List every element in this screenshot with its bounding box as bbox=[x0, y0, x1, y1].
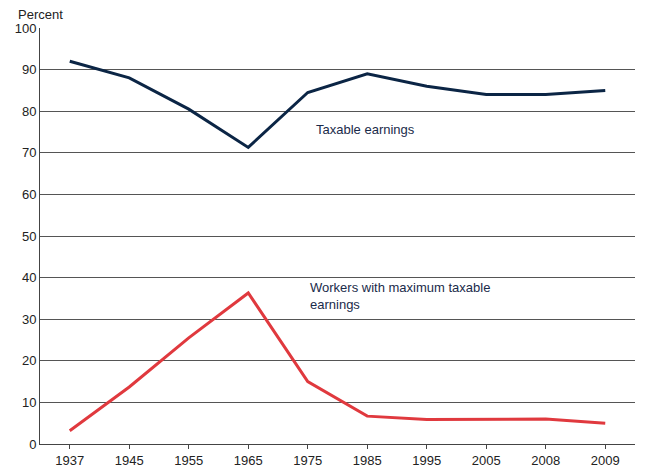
svg-text:10: 10 bbox=[22, 395, 36, 410]
svg-text:1975: 1975 bbox=[293, 453, 322, 468]
svg-text:1995: 1995 bbox=[412, 453, 441, 468]
svg-text:70: 70 bbox=[22, 145, 36, 160]
svg-text:Taxable earnings: Taxable earnings bbox=[316, 122, 415, 137]
svg-text:2009: 2009 bbox=[591, 453, 620, 468]
svg-text:40: 40 bbox=[22, 270, 36, 285]
svg-text:2008: 2008 bbox=[531, 453, 560, 468]
svg-text:20: 20 bbox=[22, 353, 36, 368]
svg-text:60: 60 bbox=[22, 187, 36, 202]
svg-text:30: 30 bbox=[22, 312, 36, 327]
svg-text:Percent: Percent bbox=[18, 7, 63, 22]
svg-text:1985: 1985 bbox=[353, 453, 382, 468]
svg-text:1955: 1955 bbox=[174, 453, 203, 468]
svg-text:80: 80 bbox=[22, 104, 36, 119]
svg-text:50: 50 bbox=[22, 229, 36, 244]
svg-text:Workers with maximum taxableea: Workers with maximum taxableearnings bbox=[310, 280, 490, 312]
svg-text:0: 0 bbox=[29, 437, 36, 452]
svg-text:1937: 1937 bbox=[55, 453, 84, 468]
svg-text:1945: 1945 bbox=[115, 453, 144, 468]
svg-text:1965: 1965 bbox=[234, 453, 263, 468]
svg-text:90: 90 bbox=[22, 62, 36, 77]
svg-text:2005: 2005 bbox=[472, 453, 501, 468]
svg-text:100: 100 bbox=[15, 21, 37, 36]
